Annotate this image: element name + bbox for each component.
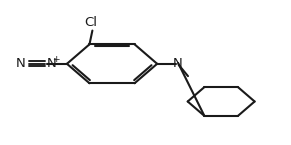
Text: N: N: [16, 57, 26, 70]
Text: +: +: [52, 55, 60, 64]
Text: N: N: [172, 57, 182, 70]
Text: Cl: Cl: [84, 16, 97, 29]
Text: N: N: [47, 57, 56, 70]
